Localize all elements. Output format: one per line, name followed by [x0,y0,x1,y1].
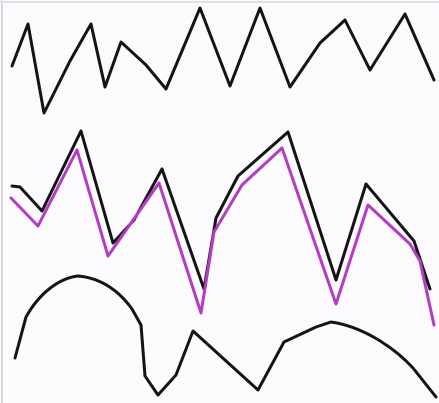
middle-purple-line [9,146,436,327]
middle-black-line [10,129,432,291]
bottom-wavy-line [13,274,438,399]
top-zigzag-line [10,6,436,115]
